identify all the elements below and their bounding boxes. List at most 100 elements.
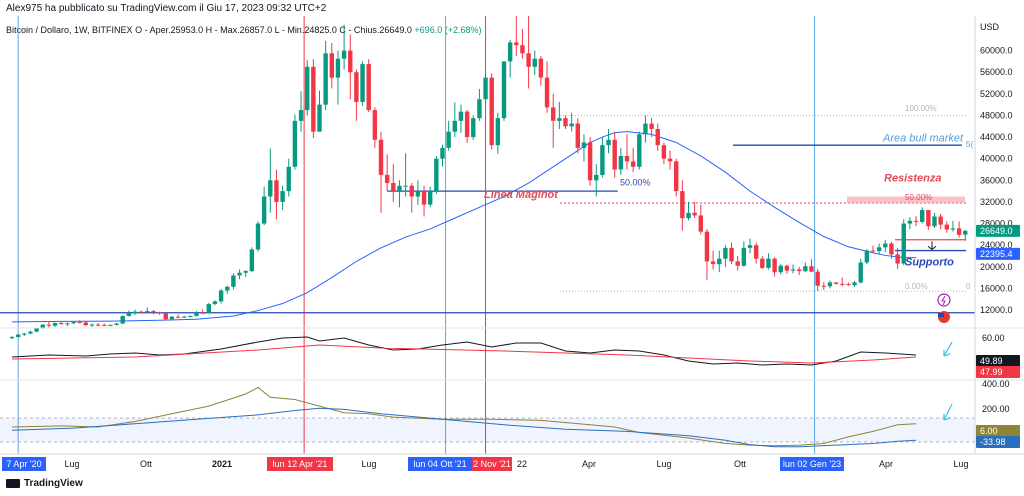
candle [409,183,414,213]
candle-body [772,258,777,273]
candle [341,24,347,70]
candle-body [581,142,587,148]
candle-body [858,262,863,283]
candle [526,16,531,89]
candle [329,43,334,89]
candle [46,321,52,328]
candle [292,114,298,170]
candle-body [895,254,900,264]
candle [286,158,291,197]
osc-upper-arrow-icon [943,341,953,357]
candle [827,280,833,289]
candle [901,219,906,266]
candle [729,242,734,265]
candle [544,61,550,113]
fib-50-left-label: 50.00% [620,178,651,188]
candle [274,169,279,220]
candle [231,273,236,290]
candle-body [89,324,95,326]
price-label-osc2_olive: 6.00 [976,425,1020,437]
candle-body [378,139,384,175]
ohlc-values: O - Aper.25953.0 H - Max.26857.0 L - Min… [135,25,412,35]
candle-body [790,269,796,271]
candle-body [870,250,876,252]
candle-body [514,42,519,46]
candle-body [464,111,470,138]
candle [655,123,660,151]
candle [188,315,193,318]
candle-body [182,316,187,318]
candle [317,90,322,132]
candle-body [649,123,654,129]
candle-body [778,265,783,273]
candle [378,131,384,213]
candle [778,264,783,275]
candle-body [286,166,291,192]
osc-lower-olive-line [11,386,917,447]
y-tick-label: 52000.0 [980,89,1013,99]
candle [674,158,679,197]
candle [852,280,857,287]
candle [471,115,476,140]
candle-body [323,53,328,105]
price-chart[interactable]: USD 12000.0 16000.0 20000.0 24000.0 28000.0 32… [0,16,1024,476]
candle-body [747,245,753,248]
candle-body [212,301,218,305]
candle-body [661,145,667,159]
price-label-text: 6.00 [980,426,998,436]
candle [870,245,876,254]
candle [366,59,371,113]
candle [883,239,888,253]
candle [889,241,894,259]
candle [938,213,943,230]
candle [212,300,218,306]
candle [858,258,863,284]
candle-body [735,261,740,266]
candle [895,247,900,269]
candle-body [717,258,722,265]
fib-right-mark-bottom: 0 [966,282,971,291]
candle [790,264,796,274]
candle [458,104,464,133]
candle-body [120,315,125,324]
price-label-box [976,366,1020,378]
price-label-osc2_blue: -33.98 [976,436,1020,448]
candle [710,250,716,270]
candle [501,61,507,121]
candle-body [612,139,617,170]
candle [624,134,630,170]
y-tick-label: 48000.0 [980,110,1013,120]
candle-body [292,120,298,167]
candle-body [520,45,525,54]
candle-body [225,286,230,291]
candle [71,320,76,325]
candle [753,242,759,264]
candle-body [384,174,390,184]
candle [876,243,882,255]
price-label-text: 26649.0 [980,226,1013,236]
candle [797,266,802,275]
candle [59,321,64,325]
candle-body [784,265,790,271]
candle-body [483,77,488,100]
x-tick-label: 2021 [212,459,232,469]
candle-body [391,183,396,192]
candle [280,185,285,211]
candle-body [34,327,39,332]
us-flag-canton-icon [938,313,944,317]
candle-body [458,111,464,121]
candle [22,332,27,336]
y-tick-label: 32000.0 [980,197,1013,207]
candle-body [311,66,316,132]
candle [661,142,667,165]
candle-body [65,323,70,325]
candle-body [680,191,685,219]
candle-body [434,158,439,192]
candle-body [126,313,132,316]
candle [698,204,703,235]
price-label-text: 22395.4 [980,249,1013,259]
x-tick-label: Ott [734,459,747,469]
candle [618,147,624,175]
candle [803,262,808,273]
candle [126,310,132,317]
